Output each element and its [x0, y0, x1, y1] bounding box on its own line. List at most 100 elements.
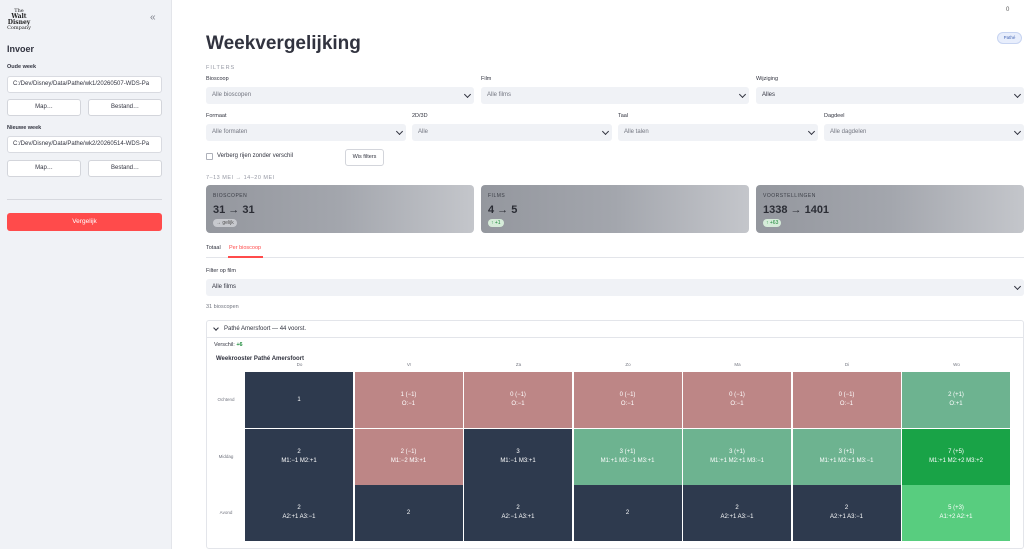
grid-cell: 3 (+1) M1:+1 M2:+1 M3:−1 [683, 428, 791, 485]
change-filter-label: Wijziging [756, 76, 779, 82]
grid-cell: 3 M1:−1 M3:+1 [464, 428, 572, 485]
sidebar-title: Invoer [7, 44, 35, 54]
cell-detail: O:−1 [730, 401, 744, 407]
metric-value: 4 → 5 [488, 204, 518, 216]
new-week-file-button[interactable]: Bestand… [88, 160, 162, 177]
cell-detail: M1:+1 M2:+1 M3:−1 [819, 457, 874, 464]
cinema-select-value: Alle bioscopen [212, 92, 252, 98]
daypart-select[interactable]: Alle dagdelen [824, 124, 1024, 141]
new-week-folder-button[interactable]: Map… [7, 160, 81, 177]
double-chevron-left-icon[interactable]: « [150, 12, 156, 23]
grid-cell: 2 A2:−1 A3:+1 [464, 485, 572, 541]
old-week-file-button[interactable]: Bestand… [88, 99, 162, 116]
grid-cell: 2 M1:−1 M2:+1 [245, 428, 353, 485]
cell-count: 0 (−1) [838, 392, 855, 398]
day-header: Wo [953, 362, 960, 367]
new-week-input[interactable]: C:/Dev/Disney/Data/Pathe/wk2/20260514-WD… [7, 136, 162, 153]
cell-count: 3 [516, 448, 520, 455]
sidebar: The Walt Disney Company « Invoer Oude week… [0, 0, 172, 549]
hide-no-diff-checkbox[interactable] [206, 153, 213, 160]
cell-count: 0 (−1) [729, 392, 745, 398]
chevron-down-icon [1013, 282, 1022, 291]
old-week-folder-button[interactable]: Map… [7, 99, 81, 116]
daypart-header: Ochtend [217, 397, 235, 402]
format-select[interactable]: Alle formaten [206, 124, 406, 141]
metric-value: 1338 → 1401 [763, 204, 830, 216]
metric-card-cinemas: BIOSCOPEN 31 → 31 → gelijk [206, 185, 474, 233]
cell-detail: A2:−1 A3:+1 [501, 514, 535, 520]
cell-count: 0 (−1) [510, 392, 526, 398]
film-select-value: Alle films [487, 92, 512, 98]
cell-count: 2 [297, 448, 301, 455]
cinema-select[interactable]: Alle bioscopen [206, 87, 474, 104]
cell-count: 2 (+1) [948, 392, 964, 398]
grid-cell: 0 (−1) O:−1 [792, 372, 901, 428]
grid-cell: 1 (−1) O:−1 [354, 372, 463, 428]
disney-logo: The Walt Disney Company [7, 8, 31, 31]
difference-value: +6 [236, 342, 243, 348]
tab-total[interactable]: Totaal [206, 245, 221, 251]
grid-cell: 0 (−1) O:−1 [573, 372, 682, 428]
old-week-input[interactable]: C:/Dev/Disney/Data/Pathe/wk1/20260507-WD… [7, 76, 162, 93]
daypart-header: Middag [218, 453, 234, 459]
dimension-select[interactable]: Alle [412, 124, 612, 141]
sidebar-divider [7, 199, 162, 200]
chevron-down-icon [1013, 90, 1022, 99]
clear-filters-button[interactable]: Wis filters [345, 149, 384, 166]
expander-title: Pathé Amersfoort — 44 voorst. [224, 326, 307, 332]
cell-count: 2 (−1) [400, 448, 417, 455]
chevron-down-icon [463, 90, 472, 99]
cell-detail: M1:−1 M3:+1 [500, 457, 536, 464]
cell-count: 1 [297, 396, 301, 403]
cell-count: 2 [844, 505, 849, 511]
cell-detail: M1:−2 M3:+1 [390, 457, 427, 464]
metric-delta: ↑ +1 [488, 219, 504, 227]
grid-cell: 0 (−1) O:−1 [464, 372, 572, 428]
cell-count: 2 [735, 505, 739, 511]
cell-detail: M1:+1 M2:+2 M3:+2 [929, 457, 983, 464]
metric-card-films: FILMS 4 → 5 ↑ +1 [481, 185, 749, 233]
chevron-down-icon [601, 127, 610, 136]
film-filter-label: Film [481, 76, 492, 82]
format-filter-label: Formaat [206, 113, 227, 119]
grid-cell: 2 A2:+1 A3:−1 [792, 485, 901, 541]
film-filter2-select[interactable]: Alle films [206, 279, 1024, 296]
dimension-filter-label: 2D/3D [412, 113, 428, 119]
cell-detail: O:−1 [620, 401, 635, 407]
metric-label: VOORSTELLINGEN [763, 193, 816, 199]
daypart-select-value: Alle dagdelen [830, 129, 867, 135]
cell-count: 2 [297, 505, 301, 511]
dimension-select-value: Alle [418, 129, 429, 135]
cell-detail: O:−1 [511, 401, 525, 407]
change-select-value: Alles [762, 92, 776, 98]
expander-header[interactable]: Pathé Amersfoort — 44 voorst. [207, 321, 1023, 338]
day-header: Do [296, 362, 303, 367]
cinema-filter-label: Bioscoop [206, 76, 229, 82]
chevron-down-icon [738, 90, 747, 99]
old-week-label: Oude week [7, 64, 37, 70]
compare-button[interactable]: Vergelijk [7, 213, 162, 231]
metric-delta: → gelijk [213, 219, 237, 227]
chevron-down-icon [213, 325, 219, 331]
film-select[interactable]: Alle films [481, 87, 749, 104]
cinema-count: 31 bioscopen [206, 304, 239, 310]
new-week-label: Nieuwe week [7, 125, 42, 131]
metric-label: FILMS [488, 193, 506, 199]
grid-cell: 7 (+5) M1:+1 M2:+2 M3:+2 [902, 428, 1010, 485]
filters-section-title: FILTERS [206, 65, 236, 71]
film-filter2-label: Filter op film [206, 268, 236, 274]
cell-count: 3 (+1) [838, 448, 855, 455]
cell-count: 2 [516, 505, 520, 511]
tab-per-cinema[interactable]: Per bioscoop [229, 245, 262, 251]
cell-count: 7 (+5) [948, 448, 964, 455]
cell-detail: A2:+1 A3:−1 [282, 514, 316, 520]
grid-cell: 1 [245, 372, 353, 428]
language-select[interactable]: Alle talen [618, 124, 818, 141]
top-indicator: 0 [1006, 7, 1010, 13]
cell-detail: A2:+1 A3:−1 [720, 514, 754, 520]
grid-cell: 2 (−1) M1:−2 M3:+1 [354, 428, 463, 485]
grid-cell: 5 (+3) A1:+2 A2:+1 [902, 485, 1010, 541]
cinema-expander: Pathé Amersfoort — 44 voorst. Verschil: … [206, 320, 1024, 549]
cell-detail: A1:+2 A2:+1 [939, 514, 973, 520]
change-select[interactable]: Alles [756, 87, 1024, 104]
